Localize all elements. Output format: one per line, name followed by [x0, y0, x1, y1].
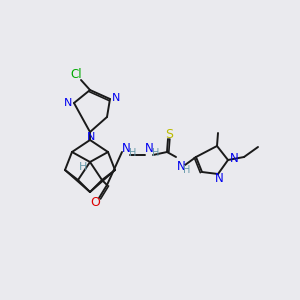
Text: N: N [87, 132, 95, 142]
Text: N: N [122, 142, 130, 155]
Text: N: N [145, 142, 153, 155]
Text: H: H [129, 148, 137, 158]
Text: H: H [79, 162, 87, 172]
Text: H: H [152, 148, 160, 158]
Text: N: N [64, 98, 72, 108]
Text: N: N [214, 172, 224, 185]
Text: S: S [165, 128, 173, 140]
Text: O: O [90, 196, 100, 209]
Text: Cl: Cl [70, 68, 82, 80]
Text: N: N [112, 93, 120, 103]
Text: H: H [183, 165, 191, 175]
Text: N: N [177, 160, 185, 172]
Text: N: N [230, 152, 238, 164]
